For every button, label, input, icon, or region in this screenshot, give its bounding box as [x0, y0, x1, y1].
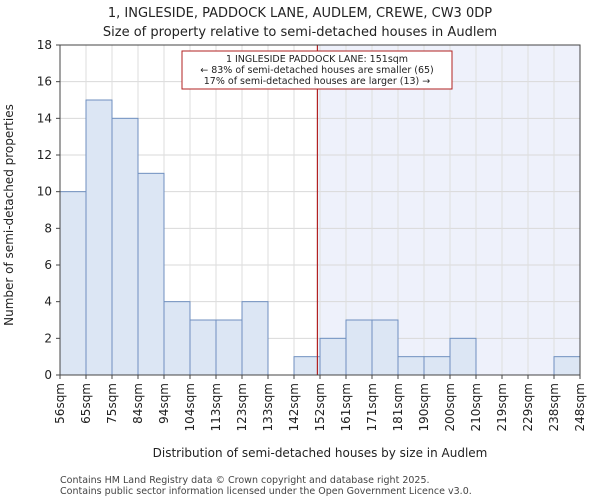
x-tick-label: 200sqm — [443, 383, 457, 431]
bar-123sqm — [241, 301, 269, 376]
x-tick-label: 65sqm — [79, 383, 93, 424]
bar-161sqm — [345, 319, 373, 376]
x-tick-label: 161sqm — [339, 383, 353, 431]
x-tick-label: 123sqm — [235, 383, 249, 431]
x-tick-label: 229sqm — [521, 383, 535, 431]
y-axis-label: Number of semi-detached properties — [2, 104, 16, 326]
y-tick-label: 0 — [44, 368, 52, 382]
chart-subtitle: Size of property relative to semi-detach… — [103, 25, 497, 40]
x-tick-labels: 56sqm 65sqm 75sqm 84sqm 94sqm 104sqm 113sqm 123… — [53, 375, 587, 431]
footer-line-2: Contains public sector information licen… — [60, 486, 472, 497]
y-tick-label: 2 — [44, 331, 52, 345]
y-tick-label: 18 — [37, 38, 52, 52]
y-tick-label: 8 — [44, 221, 52, 235]
x-tick-label: 133sqm — [261, 383, 275, 431]
y-tick-label: 16 — [37, 75, 52, 89]
x-tick-label: 75sqm — [105, 383, 119, 424]
x-axis-label: Distribution of semi-detached houses by … — [153, 446, 488, 460]
annotation-box: 1 INGLESIDE PADDOCK LANE: 151sqm ← 83% o… — [181, 50, 453, 90]
bar-200sqm — [449, 337, 477, 376]
annotation-frame — [181, 50, 453, 90]
bar-56sqm — [59, 191, 87, 376]
annotation-line-1: 1 INGLESIDE PADDOCK LANE: 151sqm — [226, 54, 408, 65]
x-tick-label: 152sqm — [313, 383, 327, 431]
bar-181sqm — [397, 356, 425, 376]
bar-65sqm — [85, 99, 113, 376]
bar-142sqm — [293, 356, 321, 376]
annotation-line-2: ← 83% of semi-detached houses are smalle… — [200, 65, 434, 76]
bar-84sqm — [137, 172, 165, 376]
x-tick-label: 190sqm — [417, 383, 431, 431]
bar-94sqm — [163, 301, 191, 376]
footer-line-1: Contains HM Land Registry data © Crown c… — [60, 475, 430, 486]
x-tick-label: 113sqm — [209, 383, 223, 431]
y-tick-label: 12 — [37, 148, 52, 162]
x-tick-label: 219sqm — [495, 383, 509, 431]
bar-75sqm — [111, 117, 139, 376]
x-tick-label: 210sqm — [469, 383, 483, 431]
annotation-line-3: 17% of semi-detached houses are larger (… — [204, 76, 431, 87]
bar-171sqm — [371, 319, 399, 376]
bar-238sqm — [553, 356, 581, 376]
x-tick-label: 248sqm — [573, 383, 587, 431]
x-tick-label: 238sqm — [547, 383, 561, 431]
x-tick-label: 181sqm — [391, 383, 405, 431]
x-tick-label: 56sqm — [53, 383, 67, 424]
bars — [59, 99, 581, 376]
bar-113sqm — [215, 319, 243, 376]
y-tick-label: 14 — [37, 111, 52, 125]
x-tick-label: 171sqm — [365, 383, 379, 431]
bar-190sqm — [423, 356, 451, 376]
x-tick-label: 94sqm — [157, 383, 171, 424]
x-tick-label: 142sqm — [287, 383, 301, 431]
y-tick-label: 10 — [37, 185, 52, 199]
y-tick-label: 4 — [44, 295, 52, 309]
y-tick-label: 6 — [44, 258, 52, 272]
x-tick-label: 84sqm — [131, 383, 145, 424]
bar-152sqm — [319, 337, 347, 376]
chart-title: 1, INGLESIDE, PADDOCK LANE, AUDLEM, CREW… — [108, 6, 492, 21]
bar-104sqm — [189, 319, 217, 376]
x-tick-label: 104sqm — [183, 383, 197, 431]
y-tick-labels: 0 2 4 6 8 10 12 14 16 18 — [37, 38, 60, 382]
